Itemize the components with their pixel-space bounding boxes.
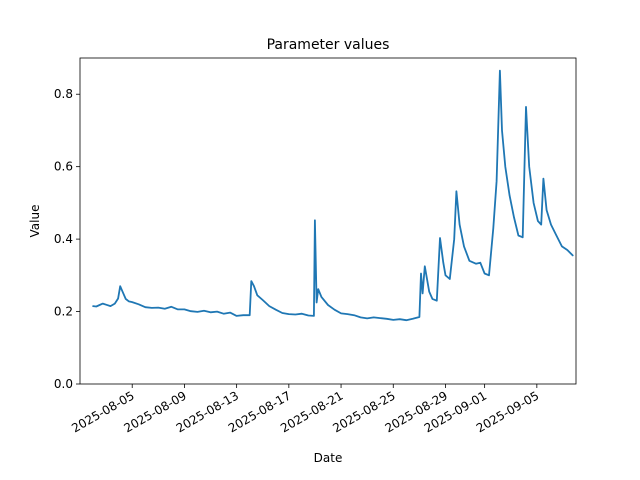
y-tick-label: 0.0	[54, 377, 73, 391]
plot-frame	[79, 57, 577, 385]
x-axis-label: Date	[314, 451, 343, 465]
y-axis-ticks: 0.0 0.2 0.4 0.6 0.8	[54, 87, 80, 391]
data-series-line	[92, 69, 574, 322]
y-tick-label: 0.2	[54, 305, 73, 319]
plot-area	[79, 57, 577, 385]
y-tick-label: 0.6	[54, 160, 73, 174]
y-tick-label: 0.8	[54, 87, 73, 101]
y-axis-label: Value	[28, 205, 42, 238]
chart-title: Parameter values	[267, 37, 390, 53]
y-tick-label: 0.4	[54, 232, 73, 246]
